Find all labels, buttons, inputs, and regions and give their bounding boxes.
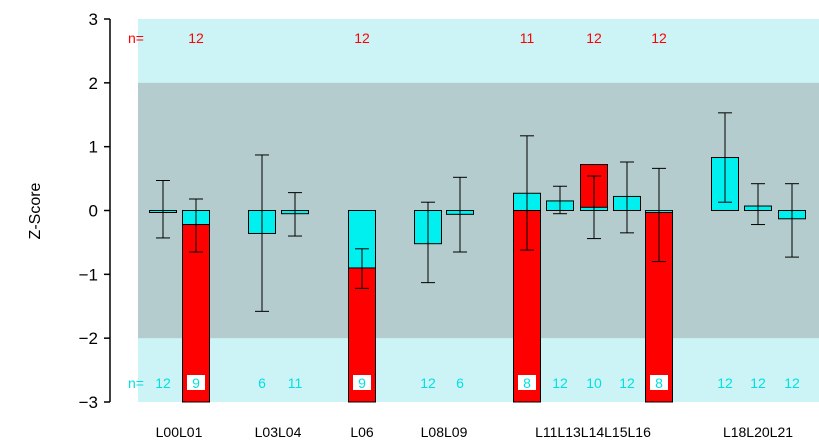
- y-axis-label: Z-Score: [27, 182, 44, 239]
- n-top-l14: 12: [586, 30, 602, 46]
- category-label-1: L03L04: [255, 424, 302, 440]
- y-axis: 3 2 1 0 −1 −2 −3: [79, 10, 111, 412]
- n-bottom-l15: 12: [619, 375, 635, 391]
- n-bottom-l11: 8: [523, 375, 531, 391]
- n-bottom-l20: 12: [750, 375, 766, 391]
- category-label-2: L06: [350, 424, 374, 440]
- y-tick-label-2: 1: [89, 138, 98, 157]
- n-bottom-bg-l06: [353, 375, 371, 390]
- y-tick-label-0: 3: [89, 10, 98, 29]
- n-top-l01: 12: [188, 30, 204, 46]
- category-label-3: L08L09: [421, 424, 468, 440]
- n-bottom-l18: 12: [717, 375, 733, 391]
- n-bottom-bg-l01: [187, 375, 205, 390]
- n-bottom-l13: 12: [552, 375, 568, 391]
- background-bands: [138, 19, 819, 402]
- y-tick-label-4: −1: [79, 265, 98, 284]
- n-bottom-l00: 12: [155, 375, 171, 391]
- n-top-l11: 11: [520, 30, 535, 46]
- n-bottom-l06: 9: [358, 375, 366, 391]
- y-tick-label-1: 2: [89, 74, 98, 93]
- category-label-4: L11L13L14L15L16: [535, 424, 651, 440]
- n-bottom-bg-l11: [518, 375, 536, 390]
- category-label-0: L00L01: [156, 424, 203, 440]
- n-top-l16: 12: [651, 30, 667, 46]
- n-bottom-l08: 12: [420, 375, 436, 391]
- y-tick-label-3: 0: [89, 202, 98, 221]
- n-bottom-l14: 10: [586, 375, 602, 391]
- n-bottom-l01: 9: [192, 375, 200, 391]
- n-bottom-l21: 12: [784, 375, 800, 391]
- error-bars-layer: [156, 112, 799, 312]
- n-bottom-l09: 6: [456, 375, 464, 391]
- n-labels-layer: 12 12 9 6 11 12 9 12 6 11 8 12 12 10 12 12 8 12 12 12 n= n=: [128, 30, 800, 391]
- category-label-5: L18L20L21: [723, 424, 793, 440]
- y-tick-label-5: −2: [79, 329, 98, 348]
- category-labels: L00L01 L03L04 L06 L08L09 L11L13L14L15L16 L18L…: [156, 424, 794, 440]
- n-bottom-l04: 11: [288, 375, 303, 391]
- n-prefix-bottom: n=: [128, 375, 144, 391]
- n-bottom-l03: 6: [258, 375, 266, 391]
- n-bottom-l16: 8: [655, 375, 663, 391]
- y-tick-label-6: −3: [79, 393, 98, 412]
- n-top-l06: 12: [354, 30, 370, 46]
- n-prefix-top: n=: [128, 30, 144, 46]
- n-bottom-bg-l16: [650, 375, 668, 390]
